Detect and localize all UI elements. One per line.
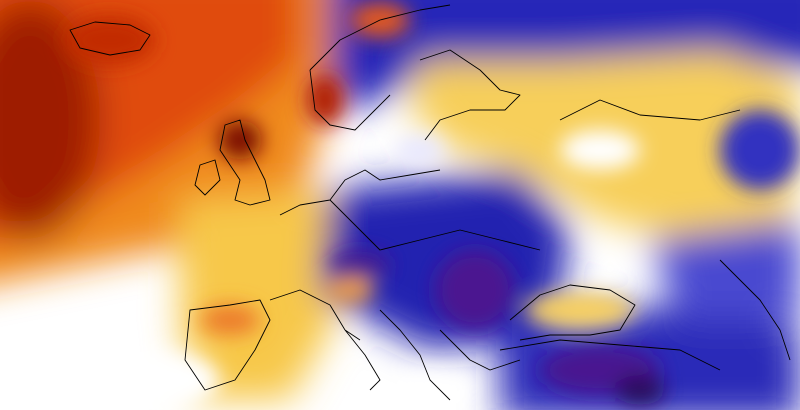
coast-scandinavia	[309, 4, 451, 131]
coast-finland	[419, 49, 521, 141]
neutral-patch-east	[560, 130, 640, 170]
hot-spot-norway	[307, 75, 343, 125]
coast-ireland	[194, 159, 221, 196]
warm-spot-alps	[325, 278, 375, 302]
cold-core-center	[435, 250, 515, 330]
coast-balkans	[379, 309, 521, 401]
neutral-patch-atlantic	[100, 350, 220, 410]
neutral-patch-baltic	[395, 135, 445, 165]
field-detail	[65, 2, 800, 410]
coast-italy	[269, 289, 381, 391]
border-east	[559, 99, 741, 121]
warm-spot-iberia	[200, 305, 260, 335]
cold-spot-ural	[720, 110, 800, 190]
cold-core-west	[330, 251, 390, 279]
warm-south	[180, 190, 350, 400]
coast-caspian	[719, 259, 791, 361]
warm-spot-blacksea	[525, 292, 635, 328]
cold-core-deep	[615, 375, 665, 405]
coast-britain	[219, 119, 271, 206]
coast-iberia	[184, 299, 271, 391]
cold-caucasus	[650, 220, 800, 320]
hot-spot-iceland	[65, 15, 155, 65]
border-central	[329, 199, 541, 251]
coast-black-sea	[509, 284, 636, 341]
cold-north	[330, 0, 800, 110]
coastlines	[69, 4, 791, 401]
coast-iceland	[69, 21, 151, 56]
hot-core	[0, 0, 100, 240]
coast-north-sea	[279, 169, 441, 216]
neutral-patch-greece	[390, 370, 470, 410]
coast-anatolia	[499, 339, 721, 371]
hot-spot-scotland	[218, 120, 262, 160]
